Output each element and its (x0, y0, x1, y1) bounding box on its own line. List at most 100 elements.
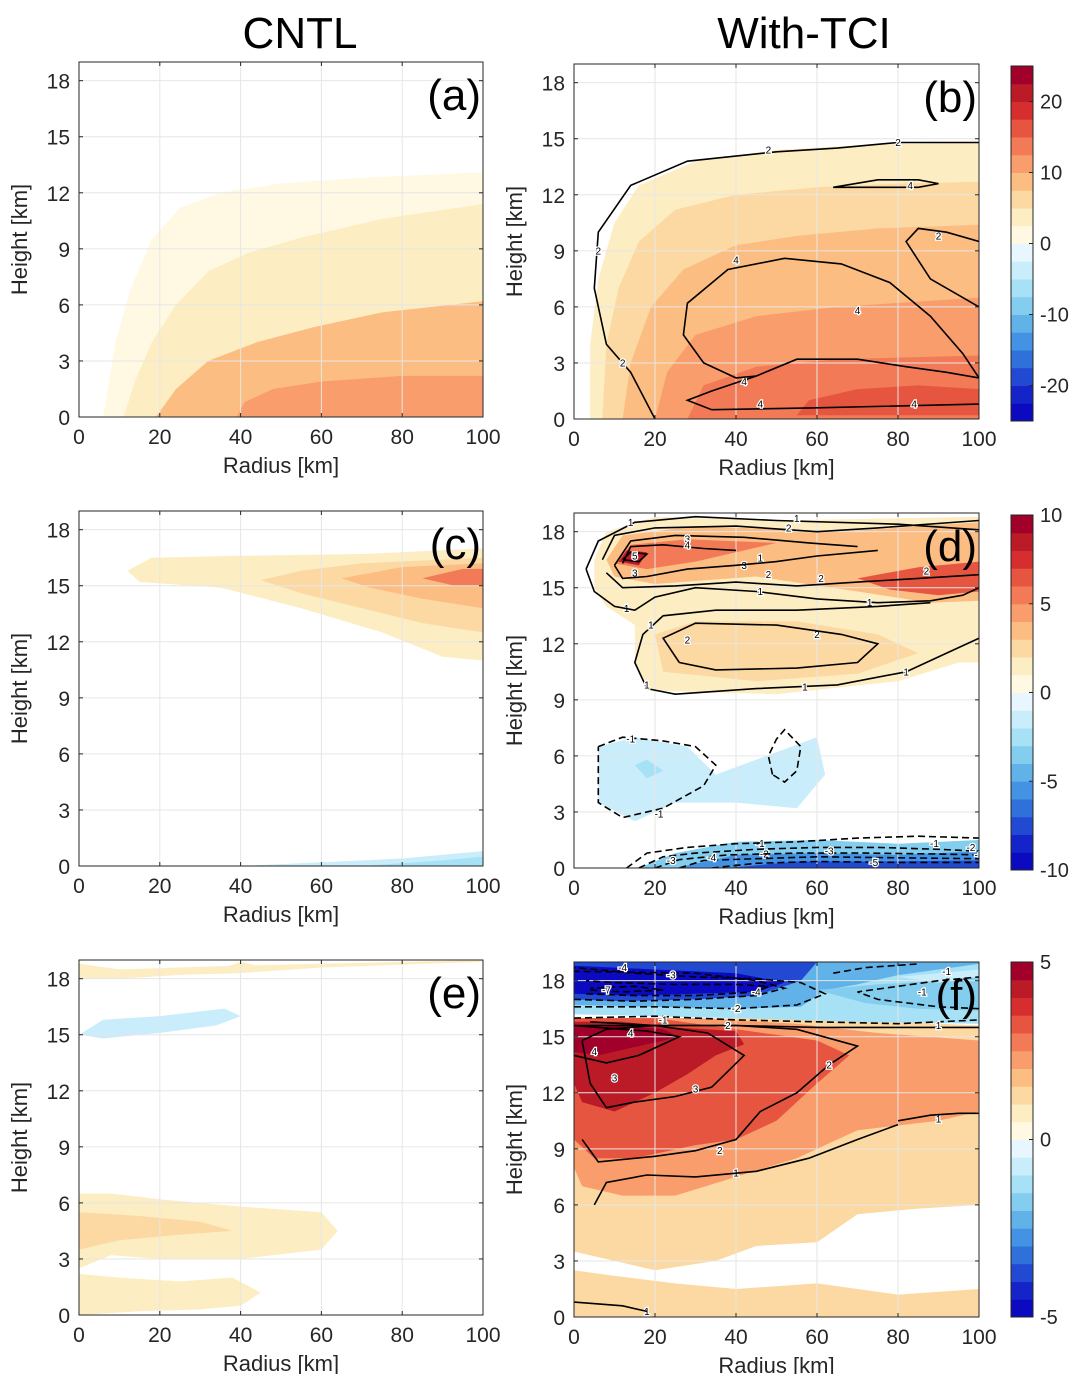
x-tick-label: 100 (961, 877, 996, 900)
y-tick-label: 18 (47, 71, 70, 94)
plot-content (79, 62, 483, 417)
colorbar-segment (1011, 745, 1033, 764)
contour-line (626, 835, 979, 868)
colorbar-segment (1011, 692, 1033, 711)
colorbar-segment (1011, 66, 1033, 85)
panel-label: (f) (935, 971, 977, 1020)
colorbar-segment (1011, 225, 1033, 244)
colorbar-segment (1011, 261, 1033, 280)
colorbar-segment (1011, 1175, 1033, 1194)
axes-frame (573, 63, 980, 420)
contour-label: 1 (867, 598, 873, 609)
y-tick-label: 15 (542, 578, 565, 601)
contour-line (585, 515, 979, 570)
plot-area (79, 960, 483, 1315)
contour-label: 2 (685, 636, 691, 647)
colorbar-segment (1011, 1228, 1033, 1247)
colorbar-segment (1011, 816, 1033, 835)
contour-line (654, 852, 979, 868)
contour-line (905, 227, 979, 308)
y-tick-label: 6 (58, 744, 70, 767)
x-tick-label: 60 (805, 877, 828, 900)
x-axis-label: Radius [km] (223, 902, 339, 927)
contour-line (621, 543, 737, 564)
contour-label: -7 (602, 986, 611, 997)
x-tick-label: 0 (73, 875, 85, 898)
panel-label: (a) (427, 71, 481, 120)
y-axis-label: Height [km] (502, 186, 527, 297)
colorbar-tick-label: -10 (1040, 860, 1069, 882)
x-tick-label: 60 (310, 426, 333, 449)
contour-label: 2 (786, 523, 792, 534)
colorbar-tick-label: -5 (1040, 771, 1058, 793)
x-tick-label: 20 (148, 426, 171, 449)
filled-region (79, 1212, 233, 1250)
y-tick-label: 18 (542, 73, 565, 96)
colorbar-segment (1011, 1086, 1033, 1105)
x-tick-label: 0 (568, 428, 580, 451)
y-tick-label: 18 (542, 522, 565, 545)
y-tick-label: 0 (58, 407, 70, 430)
y-axis-label: Height [km] (7, 1082, 32, 1193)
y-axis-label: Height [km] (7, 184, 32, 295)
plot-content (79, 960, 483, 1315)
colorbar-segment (1011, 296, 1033, 315)
contour-label: 1 (644, 1307, 650, 1318)
y-tick-label: 12 (47, 1081, 70, 1104)
contour-label: -2 (732, 1004, 741, 1015)
axes-frame (78, 61, 484, 418)
y-tick-label: 3 (553, 353, 565, 376)
colorbar-segment (1011, 1192, 1033, 1211)
y-axis-label: Height [km] (502, 635, 527, 746)
contour-label: -4 (752, 987, 761, 998)
colorbar-segment (1011, 710, 1033, 729)
contour-label: 4 (855, 306, 861, 317)
y-tick-label: 9 (553, 690, 565, 713)
colorbar-segment (1011, 1246, 1033, 1265)
contour-line (638, 846, 979, 868)
y-tick-label: 12 (47, 632, 70, 655)
colorbar-segment (1011, 119, 1033, 138)
y-tick-label: 6 (553, 746, 565, 769)
colorbar-segment (1011, 83, 1033, 102)
colorbar-segment (1011, 137, 1033, 156)
filled-region (79, 960, 483, 979)
contour-line (857, 976, 979, 1010)
y-tick-label: 18 (542, 971, 565, 994)
contour-line (593, 1123, 899, 1206)
colorbar-segment (1011, 1015, 1033, 1034)
panel-a: 0 20 40 60 80 100 0 3 6 9 12 15 18 Radius [km] Height … (7, 61, 501, 478)
x-tick-label: 100 (961, 1326, 996, 1349)
colorbar-segment (1011, 657, 1033, 676)
contour-line (574, 1024, 682, 1064)
y-tick-label: 9 (58, 1137, 70, 1160)
axes-frame (78, 510, 484, 867)
colorbar-segment (1011, 1263, 1033, 1282)
contour-label: 1 (794, 514, 800, 525)
contour-label: 1 (733, 1169, 739, 1180)
filled-region (236, 375, 483, 417)
contour-line (581, 1021, 860, 1163)
axes-frame (573, 961, 980, 1318)
contour-label: -1 (659, 1015, 668, 1026)
contour-label: 4 (741, 377, 747, 388)
x-axis-label: Radius [km] (718, 1353, 834, 1374)
x-tick-label: 40 (229, 426, 252, 449)
contour-label: 4 (758, 400, 764, 411)
colorbar-segment (1011, 550, 1033, 569)
colorbar-segment (1011, 154, 1033, 173)
y-tick-label: 15 (47, 576, 70, 599)
contour-line (661, 622, 880, 671)
colorbar: -10 -5 0 5 10 (1010, 505, 1069, 882)
contour-label: 1 (758, 587, 764, 598)
x-tick-label: 60 (310, 1324, 333, 1347)
contour-label: 2 (620, 358, 626, 369)
contour-label: 4 (733, 256, 739, 267)
y-tick-label: 6 (553, 297, 565, 320)
contour-line (593, 141, 979, 419)
contour-label: -1 (918, 987, 927, 998)
x-tick-label: 0 (568, 1326, 580, 1349)
contour-label: 1 (802, 682, 808, 693)
colorbar-segment (1011, 603, 1033, 622)
colorbar-segment (1011, 515, 1033, 534)
